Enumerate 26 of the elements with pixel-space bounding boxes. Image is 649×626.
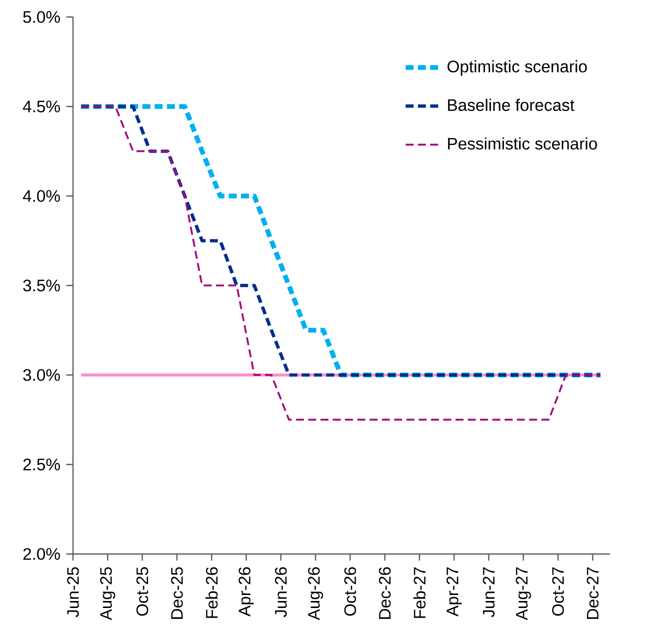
y-tick-label: 2.5% (23, 458, 60, 471)
x-tick-label: Feb-27 (413, 567, 426, 618)
y-tick-label: 4.0% (22, 190, 60, 202)
y-tick-label: 5.0% (23, 11, 60, 24)
x-tick-label: Dec-25 (171, 567, 183, 619)
y-tick-label: 2.0% (23, 548, 60, 560)
x-tick-label: Dec-26 (378, 567, 391, 619)
x-tick-label: Feb-26 (205, 567, 218, 618)
x-tick-label: Aug-25 (100, 567, 116, 620)
x-tick-label: Oct-27 (552, 567, 564, 616)
x-tick-label: Jun-27 (482, 567, 495, 618)
y-tick-label: 4.5% (22, 100, 60, 112)
x-tick-label: Aug-26 (308, 567, 324, 620)
legend-label: Baseline forecast (448, 98, 574, 112)
y-tick-label: 3.0% (23, 369, 60, 382)
x-tick-label: Apr-27 (446, 567, 462, 617)
x-tick-label: Dec-27 (586, 567, 599, 619)
legend-label: Optimistic scenario (448, 60, 587, 76)
x-tick-label: Jun-26 (274, 567, 287, 618)
y-tick-label: 3.5% (23, 280, 60, 292)
x-tick-label: Aug-27 (516, 567, 531, 620)
x-tick-label: Jun-25 (67, 567, 79, 618)
x-tick-label: Oct-26 (344, 567, 356, 616)
x-tick-label: Apr-26 (238, 567, 254, 617)
x-tick-label: Oct-25 (136, 567, 148, 616)
legend-label: Pessimistic scenario (448, 137, 597, 150)
